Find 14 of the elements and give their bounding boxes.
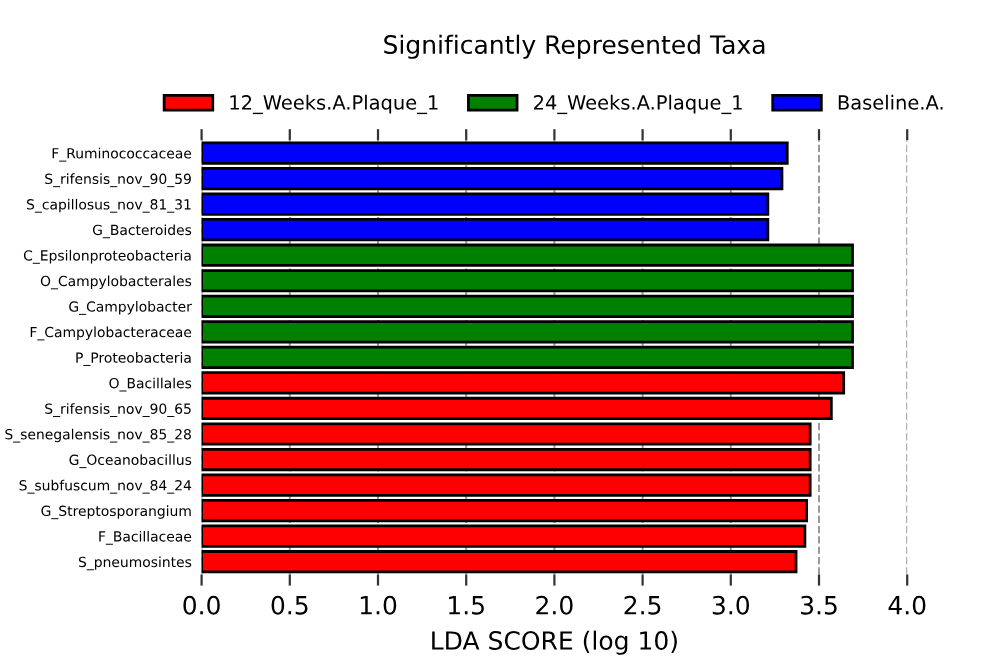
x-tick-label: 3.0 [712,595,750,615]
legend-label: 12_Weeks.A.Plaque_1 [230,94,438,115]
legend-label: Baseline.A. [838,94,943,110]
x-tick-label: 1.5 [449,596,484,615]
x-tick-label: 3.5 [801,595,837,615]
x-tick-label: 0.5 [271,595,308,615]
x-axis-title: LDA SCORE (log 10) [432,630,677,655]
x-tick-label: 2.0 [536,595,573,615]
x-tick-label: 4.0 [888,595,926,615]
x-tick-label: 1.0 [360,595,397,615]
x-tick-label: 0.0 [183,595,220,615]
x-tick-label: 2.5 [624,595,661,615]
chart-title: Significantly Represented Taxa [384,34,765,59]
legend-label: 24_Weeks.A.Plaque_1 [534,94,742,115]
